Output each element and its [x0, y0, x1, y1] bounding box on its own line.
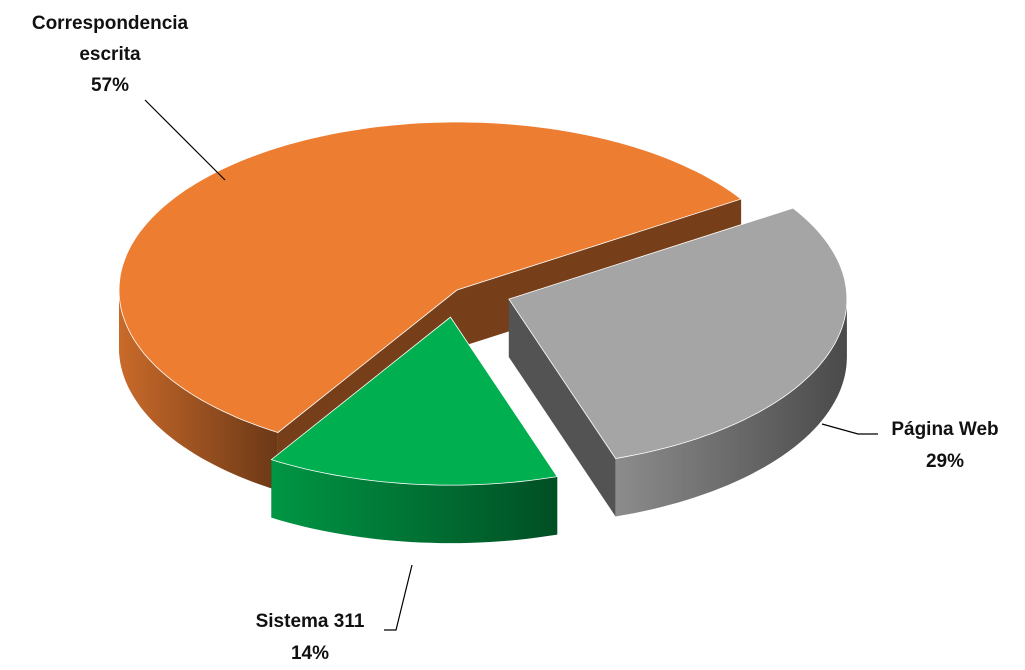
slice-label: Página Web 29%: [870, 414, 1020, 478]
category-label: Sistema 311: [255, 611, 365, 632]
slice-label: Correspondencia escrita 57%: [0, 8, 220, 101]
leader-line: [821, 423, 878, 435]
slice-top: [270, 316, 558, 486]
slice: [508, 207, 848, 517]
slices: [118, 121, 848, 544]
value-label: 29%: [925, 451, 965, 472]
slice-side: [119, 290, 278, 491]
slice-top: [508, 207, 848, 459]
slice-cut-face: [508, 299, 616, 517]
slice: [270, 316, 558, 544]
value-label: 14%: [290, 643, 330, 664]
slice-side: [615, 299, 847, 517]
leader-line: [144, 99, 226, 181]
slice-label: Sistema 311 14%: [220, 606, 400, 670]
category-label: Correspondencia escrita: [31, 13, 189, 65]
category-label: Página Web: [891, 419, 999, 440]
slice-side: [271, 459, 558, 544]
leader-line: [384, 564, 413, 631]
value-label: 57%: [90, 75, 130, 96]
